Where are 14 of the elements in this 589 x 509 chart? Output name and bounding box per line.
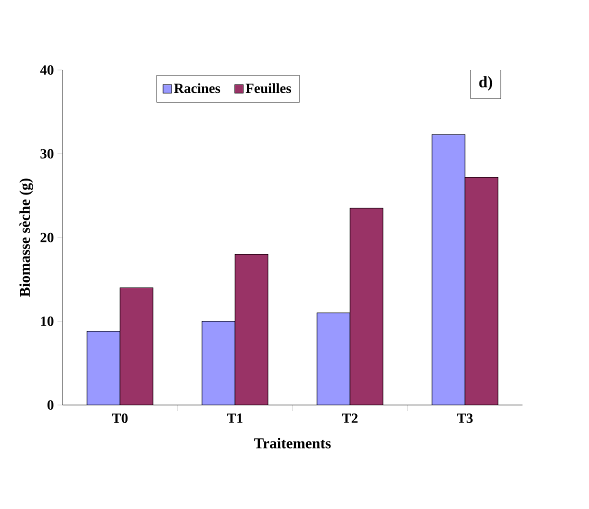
x-tick-label: T2 xyxy=(342,414,358,423)
x-axis-title: Traitements xyxy=(254,438,331,448)
y-tick-label: 40 xyxy=(40,65,54,75)
y-tick-label: 30 xyxy=(40,149,54,158)
legend-label: Feuilles xyxy=(246,83,292,94)
x-tick-label: T1 xyxy=(227,414,242,423)
x-tick-label: T0 xyxy=(112,414,128,423)
legend-label: Racines xyxy=(174,83,220,94)
y-tick-label: 10 xyxy=(41,316,54,326)
y-tick-label: 0 xyxy=(48,400,54,410)
y-tick-label: 20 xyxy=(40,232,54,242)
x-tick-label: T3 xyxy=(457,414,473,423)
y-axis-title: Biomasse sèche (g) xyxy=(19,178,34,297)
annotation: d) xyxy=(479,76,492,91)
